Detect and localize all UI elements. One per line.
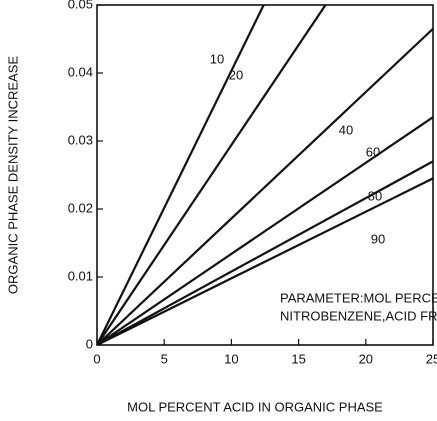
line-label: 20	[229, 67, 243, 82]
y-tick-label: 0.04	[68, 64, 93, 79]
y-tick-label: 0	[86, 336, 93, 351]
x-tick-label: 20	[359, 351, 373, 366]
y-tick-label: 0.02	[68, 200, 93, 215]
line	[97, 160, 433, 345]
y-tick-label: 0.05	[68, 0, 93, 11]
x-axis-label: MOL PERCENT ACID IN ORGANIC PHASE	[127, 399, 383, 414]
line	[97, 27, 433, 345]
x-tick-label: 0	[93, 351, 100, 366]
y-axis-label: ORGANIC PHASE DENSITY INCREASE	[5, 56, 20, 294]
x-tick-label: 25	[426, 351, 437, 366]
line	[97, 116, 433, 345]
line	[97, 5, 265, 345]
line-label: 80	[368, 188, 382, 203]
annotation: PARAMETER:MOL PERCENT	[280, 290, 437, 305]
x-tick-label: 10	[224, 351, 238, 366]
plot-frame	[96, 4, 434, 346]
x-tick-label: 15	[291, 351, 305, 366]
y-tick-label: 0.01	[68, 268, 93, 283]
annotation: NITROBENZENE,ACID FREE	[280, 308, 437, 323]
line-label: 90	[371, 231, 385, 246]
x-tick-label: 5	[161, 351, 168, 366]
line	[97, 177, 433, 345]
y-tick-label: 0.03	[68, 132, 93, 147]
line-label: 60	[366, 144, 380, 159]
line-label: 40	[339, 122, 353, 137]
line	[97, 5, 327, 345]
line-label: 10	[210, 51, 224, 66]
